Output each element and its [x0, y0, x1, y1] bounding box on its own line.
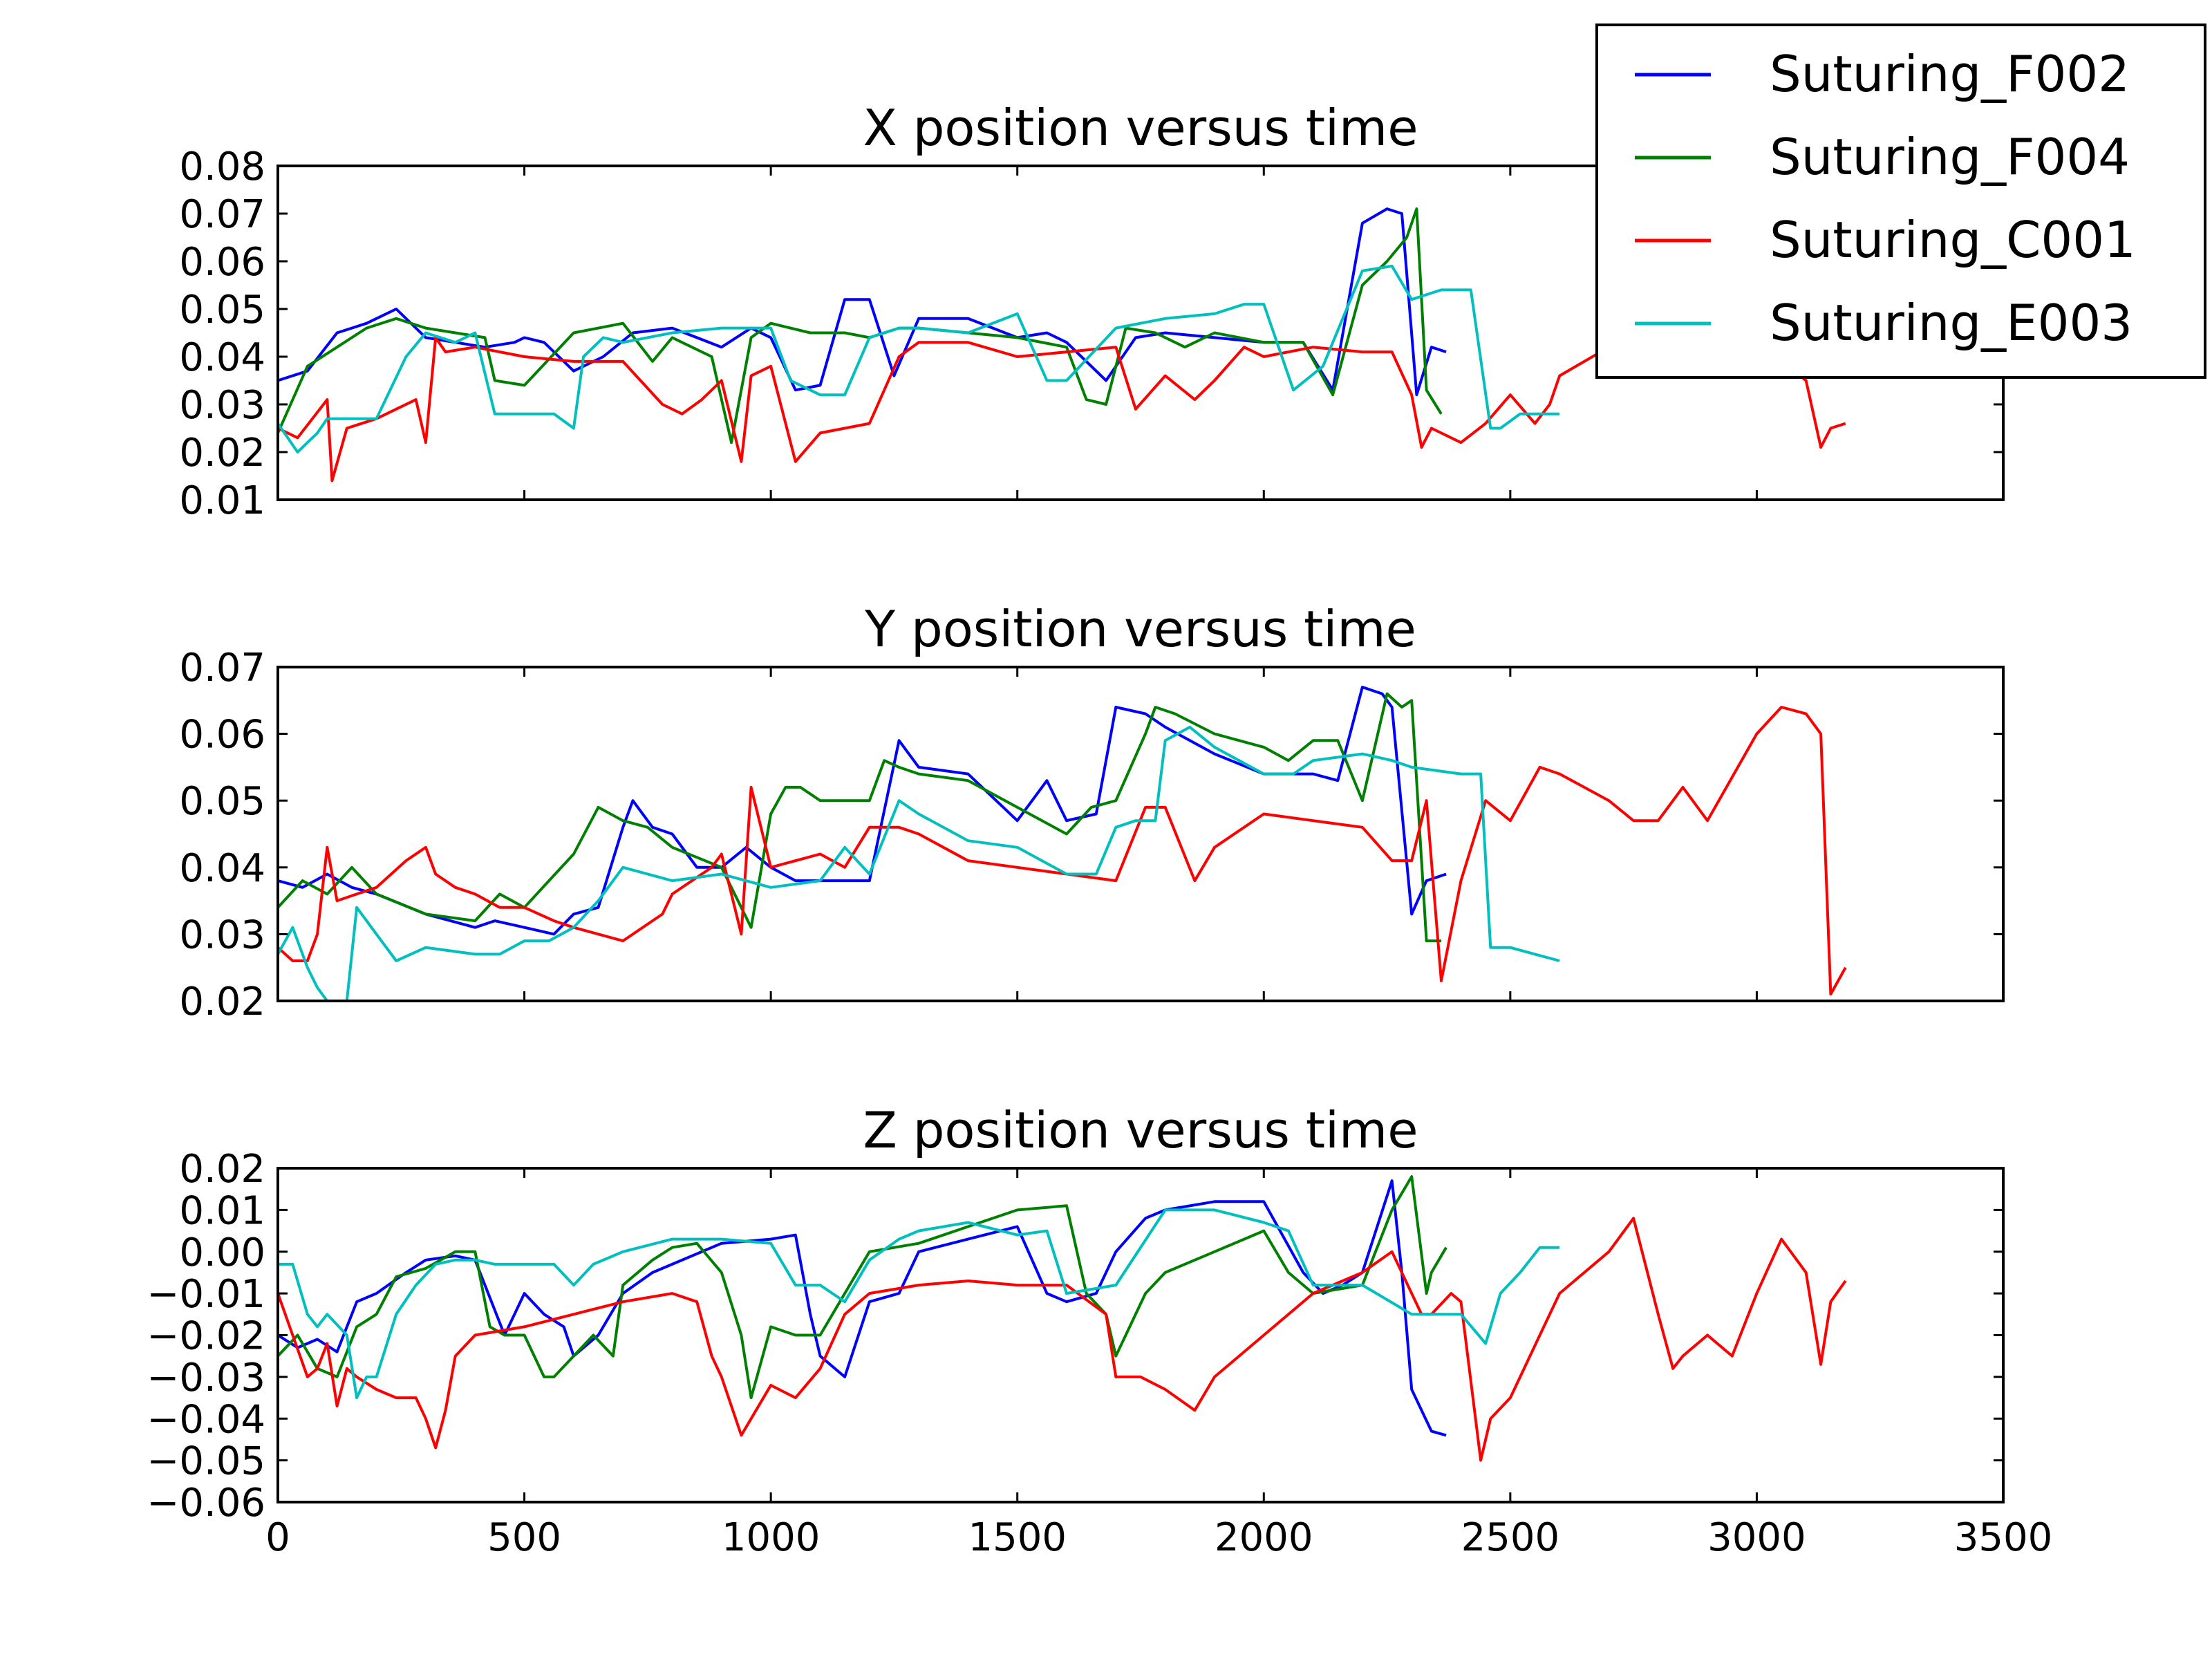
y-tick-label: 0.06: [179, 713, 265, 758]
y-tick-label: 0.08: [179, 144, 265, 189]
y-tick-label: 0.05: [179, 288, 265, 332]
series-line-suturing-f004: [278, 692, 1441, 943]
y-tick-label: −0.02: [147, 1314, 265, 1359]
series-line-suturing-e003: [278, 1208, 1560, 1400]
y-tick-label: −0.04: [147, 1397, 265, 1442]
subplot-title: X position versus time: [863, 99, 1418, 157]
series-line-suturing-c001: [278, 706, 1847, 996]
legend-entry: Suturing_F004: [1635, 128, 2130, 186]
series-line-suturing-e003: [278, 725, 1560, 1001]
tick-layer: −0.06−0.05−0.04−0.03−0.02−0.010.000.010.…: [147, 1147, 2052, 1560]
x-tick-label: 500: [487, 1515, 561, 1560]
y-tick-label: 0.03: [179, 383, 265, 428]
series-line-suturing-c001: [278, 1217, 1847, 1462]
y-tick-label: 0.02: [179, 980, 265, 1024]
tick-layer: 0.02 0.03 0.04 0.05 0.06 0.07: [179, 646, 2005, 1024]
subplot-z-position: Z position versus time −0.06−0.05−0.04−0…: [147, 1101, 2052, 1560]
y-tick-label: 0.07: [179, 646, 265, 691]
x-tick-label: 3000: [1707, 1515, 1806, 1560]
y-tick-label: −0.05: [147, 1439, 265, 1484]
y-tick-label: 0.06: [179, 240, 265, 285]
x-tick-label: 2000: [1215, 1515, 1313, 1560]
series-layer: [278, 207, 1846, 482]
plot-frame: [276, 1167, 2005, 1503]
y-tick-label: 0.07: [179, 192, 265, 237]
tick-layer: 0.010.020.030.040.050.060.070.08: [179, 144, 2005, 523]
legend-entry: Suturing_F002: [1635, 45, 2130, 103]
series-layer: [278, 1175, 1847, 1462]
y-tick-label: 0.02: [179, 1147, 265, 1192]
y-tick-label: 0.02: [179, 431, 265, 476]
series-line-suturing-f002: [278, 686, 1447, 936]
y-tick-label: −0.03: [147, 1356, 265, 1400]
x-tick-label: 3500: [1954, 1515, 2053, 1560]
y-tick-label: 0.00: [179, 1230, 265, 1275]
subplot-title: Z position versus time: [863, 1101, 1418, 1159]
legend-entry: Suturing_C001: [1635, 211, 2136, 269]
y-tick-label: 0.04: [179, 335, 265, 380]
subplot-y-position: Y position versus time 0.020.030.040.050…: [179, 600, 2005, 1024]
series-line-suturing-f004: [278, 1175, 1447, 1400]
y-tick-label: 0.01: [179, 1188, 265, 1233]
plot-frame: [276, 666, 2005, 1002]
y-tick-label: 0.05: [179, 779, 265, 824]
y-tick-label: 0.04: [179, 846, 265, 891]
legend-label: Suturing_F002: [1770, 45, 2130, 103]
x-tick-label: 2500: [1461, 1515, 1560, 1560]
legend-entry: Suturing_E003: [1635, 294, 2133, 352]
x-tick-label: 1500: [968, 1515, 1067, 1560]
x-tick-label: 0: [265, 1515, 290, 1560]
legend-label: Suturing_E003: [1770, 294, 2133, 352]
legend-box: [1595, 24, 2206, 379]
series-line-suturing-e003: [278, 264, 1560, 453]
series-layer: [278, 686, 1847, 1001]
y-tick-label: 0.01: [179, 478, 265, 523]
x-tick-label: 1000: [722, 1515, 821, 1560]
legend-label: Suturing_F004: [1770, 128, 2130, 186]
subplot-title: Y position versus time: [864, 600, 1416, 658]
legend: Suturing_F002 Suturing_F004 Suturing_C00…: [1595, 24, 2206, 379]
subplot-x-position: X position versus time 0.010.020.030.040…: [179, 99, 2005, 523]
series-line-suturing-c001: [278, 336, 1846, 482]
y-tick-label: −0.01: [147, 1272, 265, 1317]
y-tick-label: −0.06: [147, 1481, 265, 1526]
legend-label: Suturing_C001: [1770, 211, 2136, 269]
y-tick-label: 0.03: [179, 912, 265, 957]
